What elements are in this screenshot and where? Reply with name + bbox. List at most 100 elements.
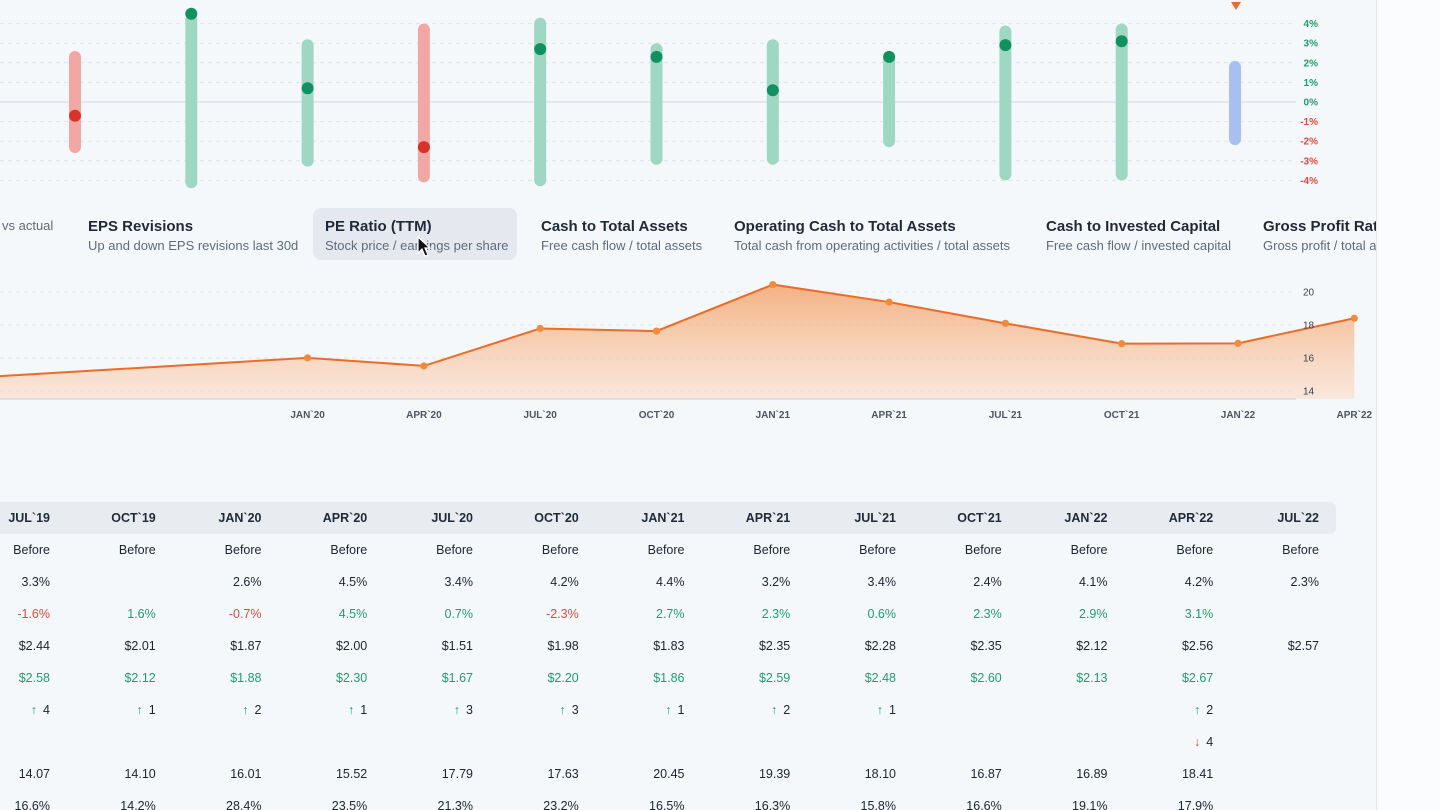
range-bar xyxy=(883,53,896,148)
column-header: APR`20 xyxy=(322,511,368,525)
x-tick-label: APR`22 xyxy=(1337,410,1373,421)
arrow-up-icon: ↑ xyxy=(665,703,672,717)
table-cell: 19.1% xyxy=(1072,799,1108,810)
y-tick-label: 4% xyxy=(1304,19,1319,30)
column-header: OCT`20 xyxy=(534,511,579,525)
column-header: OCT`21 xyxy=(957,511,1002,525)
tab-cash-to-invested-capital[interactable]: Cash to Invested Capital Free cash flow … xyxy=(1034,208,1243,260)
table-cell: 2.3% xyxy=(1290,575,1320,589)
surprise-dot xyxy=(185,7,198,20)
column-header: APR`22 xyxy=(1168,511,1214,525)
table-cell: 4.2% xyxy=(1184,575,1214,589)
metric-title: Cash to Invested Capital xyxy=(1046,218,1221,235)
revision-up-cell: ↑ 1 xyxy=(66,703,156,717)
data-point[interactable] xyxy=(420,362,428,370)
actual-cell: $2.12 xyxy=(124,671,156,685)
data-point[interactable] xyxy=(885,298,893,306)
column-header: JAN`22 xyxy=(1064,511,1108,525)
metric-title: Operating Cash to Total Assets xyxy=(734,218,956,235)
tab-gross-profit-ratio[interactable]: Gross Profit Ratio Gross profit / total … xyxy=(1251,208,1419,260)
tab-cash-to-total-assets[interactable]: Cash to Total Assets Free cash flow / to… xyxy=(529,208,714,260)
actual-cell: $2.13 xyxy=(1076,671,1108,685)
arrow-up-icon: ↑ xyxy=(453,703,461,717)
pe-cell: 17.63 xyxy=(547,767,579,781)
timing-cell: Before xyxy=(436,543,473,557)
data-point[interactable] xyxy=(304,354,312,362)
range-bar xyxy=(185,13,198,189)
data-point[interactable] xyxy=(1234,339,1242,347)
y-tick-label: 16 xyxy=(1303,354,1315,365)
arrow-up-icon: ↑ xyxy=(242,703,249,717)
actual-cell: $2.60 xyxy=(970,671,1002,685)
actual-cell: $2.59 xyxy=(758,671,791,685)
estimate-cell: $2.44 xyxy=(18,639,50,653)
timing-cell: Before xyxy=(859,543,896,557)
table-cell: 4.2% xyxy=(550,575,579,589)
estimate-cell: $2.57 xyxy=(1287,639,1319,653)
estimate-cell: $1.83 xyxy=(653,639,685,653)
revision-up-cell: ↑ 2 xyxy=(1123,703,1213,717)
table-cell: 3.4% xyxy=(444,575,474,589)
estimate-cell: $1.98 xyxy=(547,639,579,653)
pe-cell: 20.45 xyxy=(653,767,685,781)
pe-cell: 14.07 xyxy=(18,767,50,781)
column-header: JUL`20 xyxy=(431,511,473,525)
column-header: JAN`21 xyxy=(641,511,685,525)
surprise-cell: 4.5% xyxy=(338,607,368,621)
surprise-dot xyxy=(1115,35,1128,48)
pe-cell: 15.52 xyxy=(335,767,368,781)
revision-count: 1 xyxy=(148,703,156,717)
area-chart-series xyxy=(0,280,1358,399)
arrow-up-icon: ↑ xyxy=(348,703,355,717)
data-point[interactable] xyxy=(652,327,661,335)
table-cell: 14.2% xyxy=(120,799,156,810)
y-tick-label: 14 xyxy=(1303,387,1315,398)
table-cell: 16.5% xyxy=(649,799,685,810)
surprise-cell: -1.6% xyxy=(17,607,50,621)
timing-cell: Before xyxy=(1176,543,1214,557)
data-point[interactable] xyxy=(1350,314,1358,322)
x-tick-label: OCT`21 xyxy=(1104,410,1140,421)
pe-cell: 18.41 xyxy=(1181,767,1214,781)
y-tick-label: -4% xyxy=(1300,176,1318,187)
table-cell: 23.2% xyxy=(543,799,579,810)
pe-cell: 14.10 xyxy=(124,767,156,781)
metric-subtitle: Stock price / earnings per share xyxy=(325,238,509,253)
tab-operating-cash-to-total-assets[interactable]: Operating Cash to Total Assets Total cas… xyxy=(722,208,1022,260)
revision-count: 1 xyxy=(360,703,368,717)
column-header: JUL`21 xyxy=(854,511,896,525)
pe-cell: 16.89 xyxy=(1076,767,1108,781)
pe-cell: 19.39 xyxy=(758,767,791,781)
actual-cell: $1.88 xyxy=(230,671,262,685)
metric-subtitle: Gross profit / total assets xyxy=(1263,238,1407,253)
tab-pe-ratio[interactable]: PE Ratio (TTM) Stock price / earnings pe… xyxy=(313,208,517,260)
timing-cell: Before xyxy=(1282,543,1319,557)
y-tick-label: 18 xyxy=(1303,321,1315,332)
estimate-cell: $1.51 xyxy=(441,639,473,653)
table-cell: 4.4% xyxy=(656,575,685,589)
data-point[interactable] xyxy=(1001,319,1010,327)
actual-cell: $2.20 xyxy=(547,671,579,685)
data-point[interactable] xyxy=(536,324,544,333)
surprise-cell: 2.3% xyxy=(761,607,791,621)
table-cell: 3.2% xyxy=(761,575,791,589)
y-tick-label: -3% xyxy=(1300,156,1318,167)
range-bar xyxy=(650,43,663,165)
table-cell: 2.4% xyxy=(973,575,1002,589)
data-point[interactable] xyxy=(769,280,777,289)
y-tick-label: -2% xyxy=(1300,137,1318,148)
table-cell: 15.8% xyxy=(860,799,896,810)
x-tick-label: JUL`21 xyxy=(989,410,1023,421)
data-point[interactable] xyxy=(1118,340,1126,348)
tab-eps-revisions[interactable]: EPS Revisions Up and down EPS revisions … xyxy=(76,208,310,260)
table-cell: 3.4% xyxy=(867,575,897,589)
surprise-dot xyxy=(650,50,663,63)
table-header-band xyxy=(0,502,1336,534)
actual-cell: $2.48 xyxy=(864,671,896,685)
arrow-up-icon: ↑ xyxy=(771,703,778,717)
surprise-cell: 2.3% xyxy=(973,607,1002,621)
actual-cell: $2.30 xyxy=(335,671,368,685)
tab-eps-surprise[interactable]: vs actual xyxy=(0,208,65,260)
metric-title: EPS Revisions xyxy=(88,218,194,235)
metric-title: Cash to Total Assets xyxy=(541,218,688,235)
